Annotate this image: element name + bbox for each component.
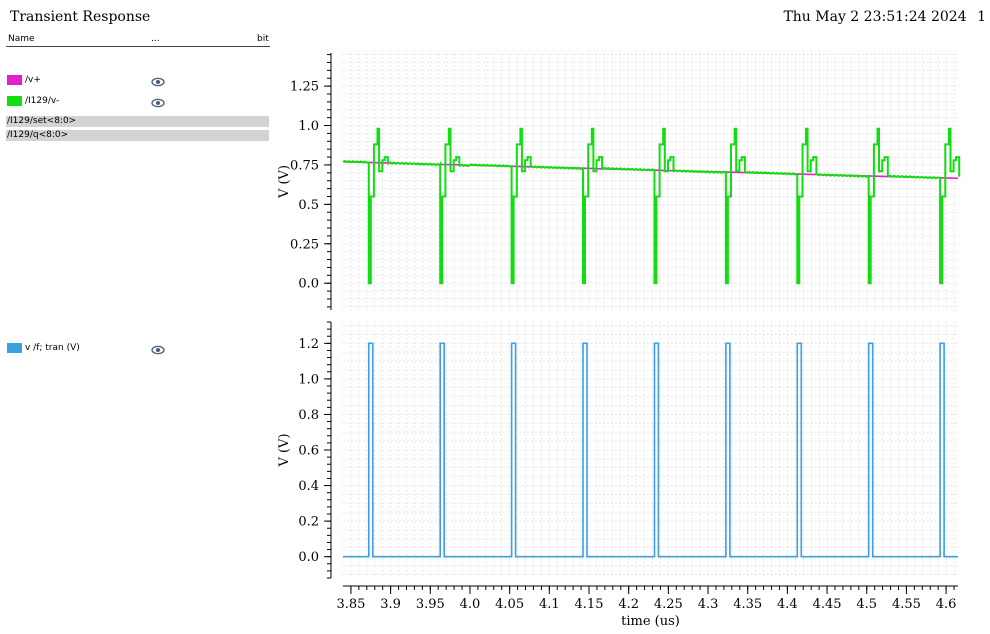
column-header-name[interactable]: Name <box>8 34 35 44</box>
x-tick-label: 4.5 <box>856 597 877 612</box>
x-axis-label: time (us) <box>621 614 680 629</box>
x-tick-label: 4.25 <box>654 597 683 612</box>
series-line-vf <box>343 342 958 558</box>
y-axis-label: V (V) <box>277 433 292 467</box>
column-header-dots[interactable]: ... <box>151 34 160 44</box>
y-tick-label: 0.4 <box>298 479 319 494</box>
x-tick-label: 4.3 <box>698 597 719 612</box>
eye-icon[interactable] <box>151 77 165 87</box>
y-tick-label: 0.5 <box>298 198 319 213</box>
signal-row-vplus[interactable]: /v+ <box>7 74 41 86</box>
eye-icon[interactable] <box>151 345 165 355</box>
x-tick-label: 3.9 <box>380 597 401 612</box>
signal-label: /v+ <box>25 75 41 85</box>
y-tick-label: 0.0 <box>298 550 319 565</box>
x-tick-label: 4.45 <box>813 597 842 612</box>
bus-row-q[interactable]: /I129/q<8:0> <box>6 130 269 141</box>
y-axis-label: V (V) <box>277 165 292 199</box>
signal-row-vminus[interactable]: /I129/v- <box>7 95 59 107</box>
x-tick-label: 4.05 <box>495 597 524 612</box>
grid-0 <box>343 53 958 310</box>
color-swatch <box>7 343 22 353</box>
page-number: 1 <box>977 9 986 25</box>
y-tick-label: 1.25 <box>290 80 319 95</box>
x-tick-label: 4.6 <box>936 597 957 612</box>
x-tick-label: 3.95 <box>416 597 445 612</box>
x-tick-label: 4.55 <box>892 597 921 612</box>
x-tick-label: 4.0 <box>460 597 481 612</box>
x-tick-label: 4.4 <box>777 597 798 612</box>
timestamp: Thu May 2 23:51:24 2024 1 <box>783 9 986 25</box>
x-tick-label: 4.15 <box>575 597 604 612</box>
y-tick-label: 0.2 <box>298 515 319 530</box>
y-tick-label: 0.8 <box>298 408 319 423</box>
y-tick-label: 1.2 <box>298 337 319 352</box>
signal-row-vf[interactable]: v /f; tran (V) <box>7 342 80 354</box>
y-tick-label: 0.75 <box>290 158 319 173</box>
chart-title: Transient Response <box>10 9 151 25</box>
y-tick-label: 1.0 <box>298 372 319 387</box>
datetime-text: Thu May 2 23:51:24 2024 <box>783 9 967 25</box>
y-tick-label: 1.0 <box>298 119 319 134</box>
series-line-vminus <box>342 127 961 285</box>
column-header-bit[interactable]: bit <box>257 34 269 44</box>
grid-1 <box>343 322 958 578</box>
y-tick-label: 0.0 <box>298 277 319 292</box>
x-tick-label: 4.2 <box>618 597 639 612</box>
y-tick-label: 0.25 <box>290 237 319 252</box>
color-swatch <box>7 75 22 85</box>
x-tick-label: 4.1 <box>539 597 560 612</box>
x-tick-label: 4.35 <box>733 597 762 612</box>
color-swatch <box>7 96 22 106</box>
signal-label: /I129/v- <box>25 96 60 106</box>
y-tick-label: 0.6 <box>298 444 319 459</box>
signal-label: v /f; tran (V) <box>25 343 80 353</box>
x-tick-label: 3.85 <box>336 597 365 612</box>
header-divider <box>6 46 270 47</box>
bus-row-set[interactable]: /I129/set<8:0> <box>6 116 269 127</box>
eye-icon[interactable] <box>151 98 165 108</box>
